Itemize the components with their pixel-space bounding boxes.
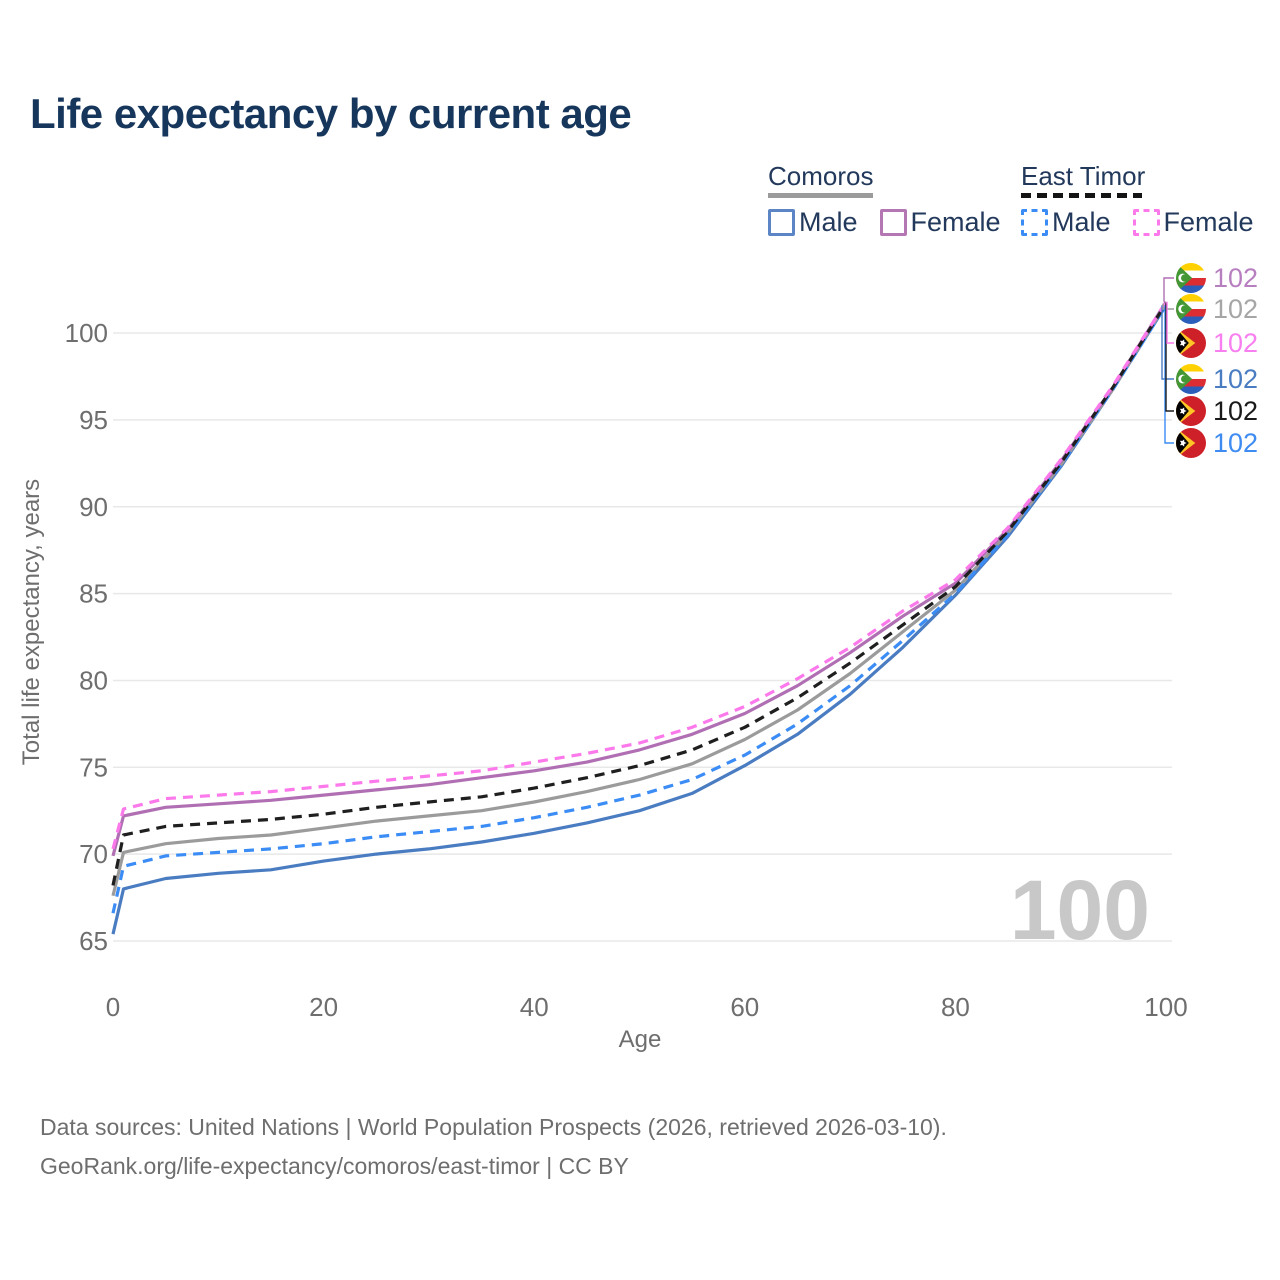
legend-group-comoros: Comoros Male Female — [768, 161, 1001, 238]
x-tick-60: 60 — [730, 992, 759, 1022]
east-timor-flag-icon — [1176, 428, 1206, 458]
y-tick-85: 85 — [79, 579, 108, 609]
y-tick-75: 75 — [79, 752, 108, 782]
x-tick-0: 0 — [106, 992, 120, 1022]
legend-checkbox-comoros-male[interactable] — [768, 209, 795, 237]
end-value: 102 — [1213, 427, 1259, 458]
leader-comoros-female — [1163, 277, 1174, 302]
comoros-flag-icon — [1176, 294, 1206, 324]
comoros-flag-icon — [1176, 263, 1206, 293]
legend-checkbox-east-timor-male[interactable] — [1021, 209, 1048, 237]
east-timor-flag-icon — [1176, 328, 1206, 358]
end-value: 102 — [1213, 262, 1259, 293]
legend-label-comoros-male[interactable]: Male — [799, 207, 858, 238]
end-label-comoros-male[interactable]: 102 — [1176, 364, 1258, 394]
legend-checkbox-comoros-female[interactable] — [879, 209, 907, 237]
legend-country-east-timor[interactable]: East Timor — [1021, 161, 1146, 191]
legend-label-comoros-female[interactable]: Female — [910, 207, 1001, 238]
leader-comoros-male — [1161, 305, 1174, 380]
page-title: Life expectancy by current age — [30, 90, 632, 137]
end-value: 102 — [1213, 327, 1259, 358]
x-tick-40: 40 — [520, 992, 549, 1022]
end-label-comoros[interactable]: 102 — [1176, 294, 1258, 324]
legend-label-east-timor-female[interactable]: Female — [1163, 207, 1254, 238]
footer-line-1: Data sources: United Nations | World Pop… — [40, 1114, 947, 1140]
x-tick-20: 20 — [309, 992, 338, 1022]
legend-checkbox-east-timor-female[interactable] — [1132, 209, 1160, 237]
end-value: 102 — [1213, 293, 1259, 324]
end-value: 102 — [1213, 395, 1259, 426]
data-source-footer: Data sources: United Nations | World Pop… — [40, 1108, 947, 1186]
leader-east-timor-female — [1166, 301, 1174, 344]
leader-east-timor-male — [1164, 305, 1174, 444]
y-tick-95: 95 — [79, 405, 108, 435]
footer-line-2[interactable]: GeoRank.org/life-expectancy/comoros/east… — [40, 1153, 629, 1180]
legend-east-timor-linestyle-swatch — [1021, 193, 1142, 199]
end-label-east-timor[interactable]: 102 — [1176, 396, 1258, 426]
leader-comoros — [1162, 303, 1174, 310]
end-label-east-timor-male[interactable]: 102 — [1176, 428, 1258, 458]
line-comoros-male[interactable] — [111, 304, 1168, 935]
comoros-flag-icon — [1176, 364, 1206, 394]
legend-comoros-linestyle-swatch — [768, 193, 873, 199]
line-comoros[interactable] — [111, 302, 1168, 897]
y-tick-80: 80 — [79, 665, 108, 695]
legend-group-east-timor: East Timor Male Female — [1021, 161, 1254, 238]
x-tick-100: 100 — [1144, 992, 1187, 1022]
line-east-timor-male[interactable] — [111, 304, 1168, 914]
x-tick-80: 80 — [941, 992, 970, 1022]
y-tick-65: 65 — [79, 926, 108, 956]
east-timor-flag-icon — [1176, 396, 1206, 426]
line-comoros-female[interactable] — [111, 300, 1168, 857]
y-tick-70: 70 — [79, 839, 108, 869]
x-axis-title: Age — [618, 1026, 662, 1053]
line-east-timor[interactable] — [111, 302, 1168, 886]
end-label-comoros-female[interactable]: 102 — [1176, 263, 1258, 293]
end-label-east-timor-female[interactable]: 102 — [1176, 328, 1258, 358]
legend-label-east-timor-male[interactable]: Male — [1052, 207, 1111, 238]
leader-east-timor — [1165, 303, 1174, 412]
line-east-timor-female[interactable] — [111, 300, 1168, 850]
end-value: 102 — [1213, 363, 1259, 394]
y-tick-90: 90 — [79, 492, 108, 522]
y-tick-100: 100 — [65, 318, 108, 348]
legend-country-comoros[interactable]: Comoros — [768, 161, 874, 191]
current-age-counter: 100 — [1009, 863, 1150, 957]
